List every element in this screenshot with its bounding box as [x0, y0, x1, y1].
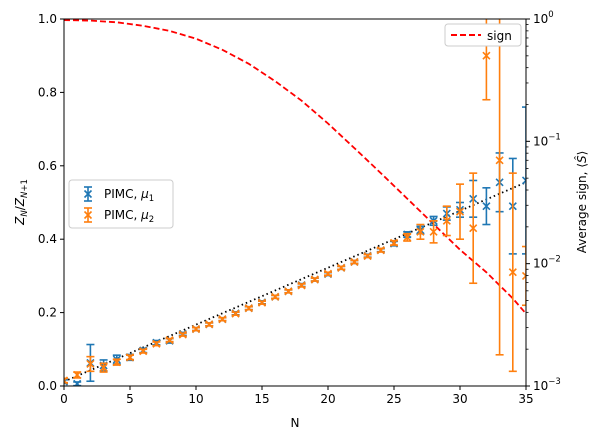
- x-axis-label: N: [291, 416, 300, 430]
- data-point-stroke-b: [376, 246, 385, 255]
- legend-sign-label: sign: [487, 29, 512, 43]
- y-tick-label-right-exponent: −1: [548, 132, 561, 142]
- data-point-stroke-b: [521, 179, 526, 185]
- data-point-stroke-b: [86, 359, 95, 369]
- data-point-stroke-b: [508, 268, 517, 277]
- y-tick-label-right-base: 10: [533, 12, 548, 26]
- data-point-stroke-b: [521, 274, 526, 280]
- legend-marker-stroke-b: [83, 189, 93, 199]
- legend-mu1-main: PIMC,: [104, 187, 141, 201]
- data-point-stroke-b: [112, 358, 121, 367]
- y-tick-label-left: 0.8: [38, 85, 57, 99]
- data-point-stroke-b: [416, 227, 425, 236]
- y-tick-label-right: 10−3: [533, 377, 561, 393]
- data-point-stroke-b: [310, 275, 319, 284]
- data-point-stroke-b: [64, 376, 69, 382]
- data-point-stroke-b: [139, 347, 148, 356]
- x-tick-label: 35: [518, 392, 533, 406]
- data-point-stroke-b: [455, 207, 465, 216]
- data-point-stroke-b: [73, 379, 82, 386]
- x-tick-label: 20: [320, 392, 335, 406]
- y-tick-label-right-exponent: −2: [548, 255, 561, 265]
- data-point-stroke-b: [125, 353, 135, 362]
- data-point-stroke-b: [469, 224, 478, 233]
- data-layer: [64, 19, 526, 386]
- data-point-stroke-b: [271, 292, 280, 301]
- y-tick-label-left: 0.4: [38, 232, 57, 246]
- data-point-stroke-a: [521, 176, 526, 182]
- sign-curve: [64, 19, 526, 315]
- data-point-stroke-b: [165, 336, 174, 345]
- x-tick-label: 15: [254, 392, 269, 406]
- plot-frame: [63, 18, 527, 387]
- y-axis-label-left: ZN/ZN+1: [13, 179, 30, 226]
- y-tick-label-right-exponent: −3: [548, 377, 561, 387]
- legend-mu2-mu: μ: [140, 208, 149, 222]
- data-point-stroke-b: [363, 252, 372, 261]
- data-point-stroke-a: [64, 379, 69, 385]
- legend-pimc-mu1-label: PIMC, μ1: [104, 187, 154, 204]
- ticks-layer: 0 5 10 15 20 25 30 350.00.20.40.60.81.010−310−2…: [38, 10, 561, 406]
- data-point-stroke-b: [495, 156, 504, 165]
- data-point-stroke-b: [284, 287, 293, 296]
- y-tick-label-right: 10−1: [533, 132, 561, 148]
- x-tick-label: 0: [60, 392, 68, 406]
- data-point-stroke-b: [152, 339, 161, 348]
- data-point-stroke-b: [323, 269, 333, 278]
- y-tick-label-left: 0.6: [38, 159, 57, 173]
- data-point-stroke-b: [257, 298, 267, 307]
- legend-pimc-mu2-label: PIMC, μ2: [104, 208, 154, 225]
- data-point-stroke-b: [482, 202, 491, 211]
- data-point-stroke-b: [244, 304, 253, 313]
- y-tick-label-right: 10−2: [533, 255, 561, 271]
- data-point-stroke-b: [482, 51, 491, 60]
- legend-pimc: PIMC, μ1 PIMC, μ2: [68, 179, 174, 229]
- legend-sign: sign: [444, 23, 522, 47]
- data-point-stroke-b: [205, 320, 214, 329]
- y-tick-label-right-base: 10: [533, 379, 548, 393]
- y-tick-label-right-base: 10: [533, 257, 548, 271]
- data-point-stroke-b: [442, 216, 451, 225]
- legend-mu1-mu: μ: [140, 187, 149, 201]
- legend-mu2-main: PIMC,: [104, 208, 141, 222]
- legend-sign-box: [444, 23, 522, 47]
- x-tick-label: 25: [386, 392, 401, 406]
- data-point-stroke-b: [429, 227, 438, 236]
- data-point-stroke-a: [521, 271, 526, 278]
- data-point-stroke-b: [337, 263, 346, 272]
- x-tick-label: 5: [126, 392, 134, 406]
- legend-marker-stroke-b: [83, 210, 93, 220]
- legend-pimc-mu2-swatch: [83, 207, 93, 223]
- x-tick-label: 10: [188, 392, 203, 406]
- data-point-stroke-b: [297, 281, 306, 290]
- y-tick-label-right: 100: [533, 10, 554, 26]
- series-mu2: [64, 19, 526, 385]
- data-point-stroke-b: [99, 363, 108, 372]
- y-tick-label-right-exponent: 0: [548, 10, 553, 20]
- data-point-stroke-b: [73, 370, 82, 380]
- data-point-stroke-b: [403, 233, 412, 242]
- y-tick-label-left: 0.0: [38, 379, 57, 393]
- legend-mu2-sub: 2: [149, 215, 154, 225]
- legend-pimc-mu1-swatch: [83, 186, 93, 202]
- y-tick-label-right-base: 10: [533, 134, 548, 148]
- y-tick-label-left: 0.2: [38, 306, 57, 320]
- data-point-stroke-b: [178, 330, 187, 339]
- x-tick-label: 30: [452, 392, 467, 406]
- data-point-stroke-b: [191, 325, 201, 334]
- data-point-stroke-b: [231, 309, 240, 318]
- y-axis-label-right: Average sign, ⟨Ŝ⟩: [574, 151, 589, 254]
- legend-pimc-box: [68, 179, 174, 229]
- data-point-stroke-b: [350, 257, 359, 267]
- legend-mu1-sub: 1: [149, 194, 154, 204]
- y-tick-label-left: 1.0: [38, 12, 57, 26]
- data-point-stroke-b: [218, 315, 227, 324]
- data-point-stroke-b: [389, 238, 399, 247]
